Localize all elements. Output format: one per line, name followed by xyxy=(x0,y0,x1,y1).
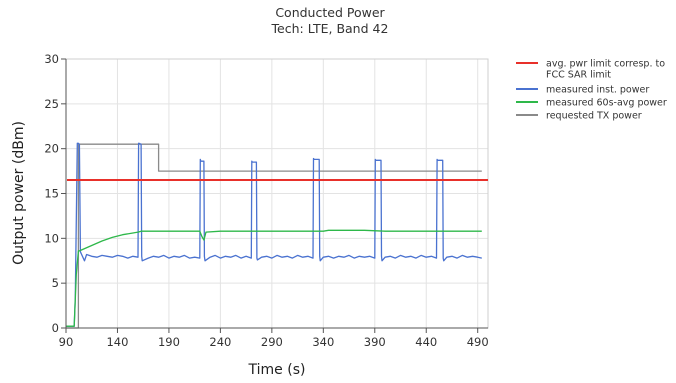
y-tick-label: 30 xyxy=(44,52,59,66)
series-layer xyxy=(66,142,488,329)
chart-subtitle: Tech: LTE, Band 42 xyxy=(271,21,389,36)
series-line-60s-avg xyxy=(66,229,482,327)
y-axis-label: Output power (dBm) xyxy=(11,121,27,265)
legend-label: requested TX power xyxy=(546,111,642,122)
x-tick-label: 290 xyxy=(261,335,283,349)
x-tick-label: 490 xyxy=(467,335,489,349)
x-tick-label: 190 xyxy=(158,335,180,349)
x-tick-label: 240 xyxy=(209,335,231,349)
ticks: 0 5 10 15 20 25 30 90 140 190 240 290 340 390 440 490 xyxy=(44,52,488,349)
x-tick-label: 140 xyxy=(106,335,128,349)
y-tick-label: 0 xyxy=(52,321,59,335)
legend-label: avg. pwr limit corresp. to FCC SAR limit xyxy=(546,59,665,81)
legend-entry: avg. pwr limit corresp. to FCC SAR limit xyxy=(516,59,665,81)
y-tick-label: 25 xyxy=(44,97,59,111)
legend-entry: measured inst. power xyxy=(516,85,649,96)
x-tick-label: 390 xyxy=(364,335,386,349)
grid xyxy=(65,58,488,329)
x-tick-label: 340 xyxy=(312,335,334,349)
y-tick-label: 10 xyxy=(44,231,59,245)
series-line-inst-power xyxy=(66,142,482,327)
y-tick-label: 15 xyxy=(44,187,59,201)
legend-entry: measured 60s-avg power xyxy=(516,98,667,109)
y-tick-label: 5 xyxy=(52,276,59,290)
x-tick-label: 440 xyxy=(415,335,437,349)
chart-title: Conducted Power xyxy=(275,5,385,20)
x-tick-label: 90 xyxy=(59,335,74,349)
series-line-requested-tx xyxy=(66,143,482,329)
legend-label: measured inst. power xyxy=(546,85,649,96)
legend-entry: requested TX power xyxy=(516,111,642,122)
legend-label: measured 60s-avg power xyxy=(546,98,667,109)
y-tick-label: 20 xyxy=(44,142,59,156)
x-axis-label: Time (s) xyxy=(248,362,306,378)
legend: avg. pwr limit corresp. to FCC SAR limit m… xyxy=(516,59,667,122)
